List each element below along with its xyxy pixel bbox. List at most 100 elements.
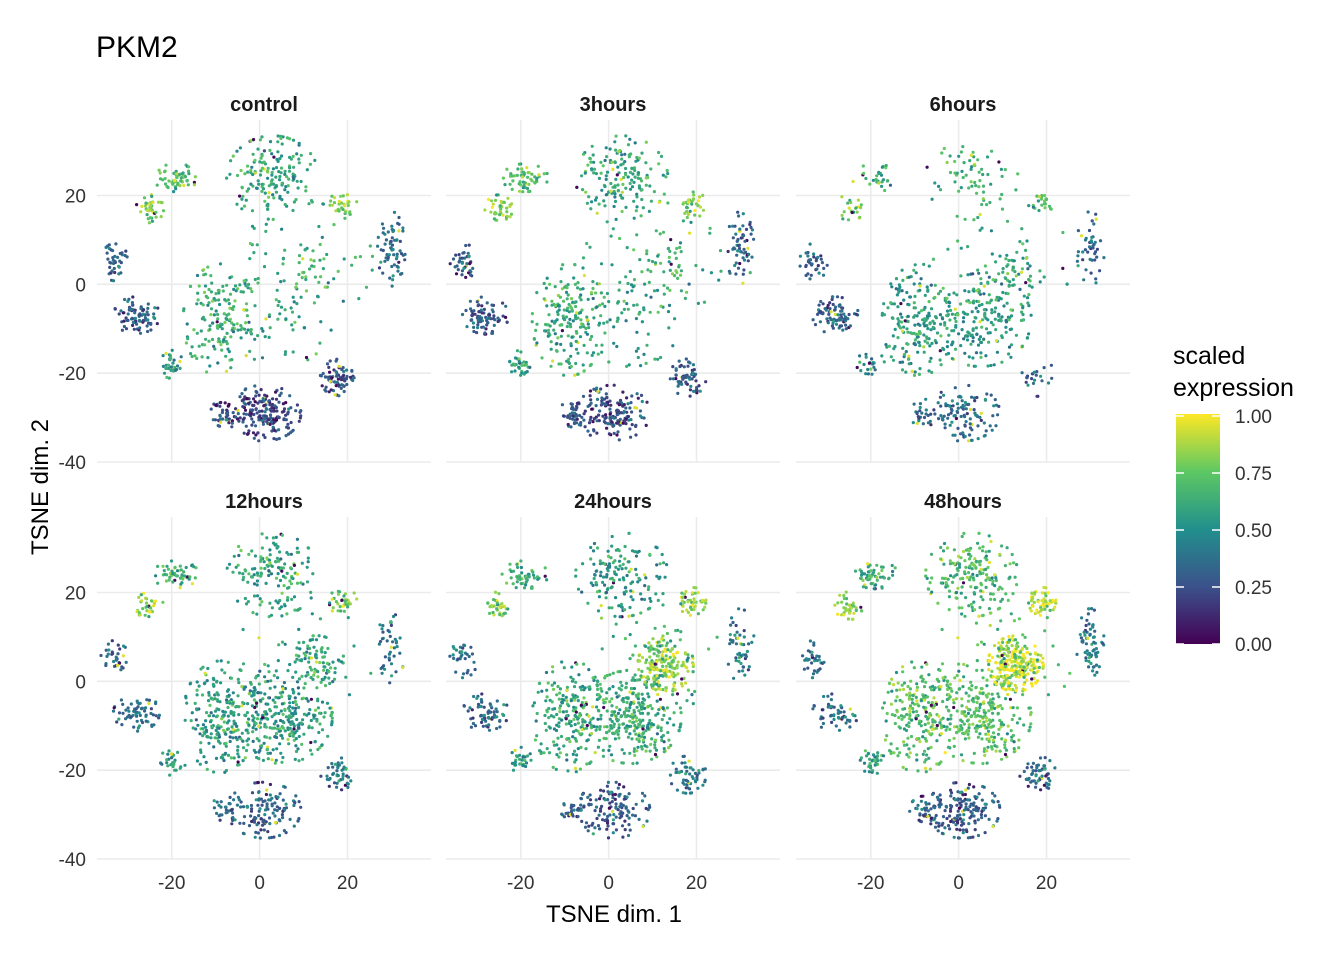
point bbox=[246, 580, 250, 584]
point bbox=[309, 152, 313, 156]
point bbox=[258, 399, 262, 403]
point bbox=[225, 283, 229, 287]
point bbox=[953, 316, 957, 320]
point bbox=[662, 283, 666, 288]
point bbox=[185, 322, 189, 326]
point bbox=[214, 403, 218, 407]
point bbox=[577, 673, 581, 677]
point bbox=[261, 758, 265, 763]
point bbox=[1027, 293, 1031, 297]
point bbox=[588, 389, 593, 393]
point bbox=[602, 420, 606, 424]
point bbox=[942, 393, 946, 397]
point bbox=[982, 308, 986, 312]
point bbox=[580, 308, 584, 312]
point bbox=[222, 728, 226, 732]
point bbox=[146, 208, 150, 213]
point bbox=[225, 566, 229, 570]
point bbox=[202, 682, 207, 686]
point bbox=[579, 318, 583, 322]
point bbox=[602, 402, 606, 406]
point bbox=[284, 418, 288, 422]
point bbox=[527, 574, 531, 578]
point bbox=[253, 424, 258, 428]
facet-strip-label: 24hours bbox=[574, 491, 652, 513]
point bbox=[355, 597, 359, 601]
point bbox=[245, 805, 249, 809]
point bbox=[574, 329, 579, 334]
point bbox=[277, 559, 281, 563]
point bbox=[558, 691, 562, 695]
point bbox=[519, 582, 523, 586]
point bbox=[117, 312, 121, 316]
point bbox=[336, 589, 340, 594]
point bbox=[247, 320, 251, 324]
point bbox=[185, 575, 190, 579]
point bbox=[218, 302, 222, 307]
point bbox=[259, 828, 263, 832]
point bbox=[274, 599, 278, 603]
point bbox=[333, 666, 337, 670]
point bbox=[693, 213, 697, 217]
point bbox=[912, 402, 916, 406]
point bbox=[696, 199, 701, 203]
point bbox=[269, 182, 273, 186]
point bbox=[255, 186, 259, 190]
point bbox=[227, 417, 231, 421]
point bbox=[277, 711, 281, 716]
point bbox=[315, 656, 319, 660]
point bbox=[746, 259, 750, 263]
point bbox=[215, 800, 219, 804]
point bbox=[167, 179, 171, 183]
point bbox=[317, 224, 321, 229]
point bbox=[392, 263, 396, 267]
point bbox=[718, 249, 723, 253]
point bbox=[969, 342, 973, 346]
point bbox=[604, 193, 609, 197]
point bbox=[669, 238, 673, 242]
point bbox=[735, 253, 739, 257]
point bbox=[971, 336, 975, 340]
point bbox=[742, 258, 747, 262]
point bbox=[335, 781, 339, 785]
point bbox=[925, 285, 929, 289]
point bbox=[300, 674, 304, 679]
point bbox=[320, 650, 324, 654]
point bbox=[334, 209, 338, 213]
point bbox=[534, 719, 538, 723]
point bbox=[1020, 310, 1024, 314]
point bbox=[631, 285, 635, 289]
point bbox=[257, 724, 261, 728]
point bbox=[490, 303, 494, 307]
point bbox=[273, 821, 278, 825]
point bbox=[341, 299, 345, 303]
point bbox=[284, 413, 288, 417]
point bbox=[472, 660, 476, 664]
point bbox=[220, 717, 224, 721]
point bbox=[609, 586, 613, 590]
point bbox=[292, 300, 296, 304]
point bbox=[279, 691, 283, 695]
point bbox=[111, 279, 116, 283]
point bbox=[612, 325, 616, 329]
point bbox=[320, 646, 324, 650]
point bbox=[280, 591, 284, 595]
point bbox=[828, 316, 832, 320]
point bbox=[593, 198, 598, 202]
point bbox=[584, 726, 589, 730]
point bbox=[492, 217, 496, 221]
point bbox=[912, 268, 916, 272]
point bbox=[980, 325, 984, 329]
point bbox=[155, 183, 159, 187]
point bbox=[912, 282, 916, 286]
point bbox=[542, 172, 546, 176]
point bbox=[623, 557, 627, 561]
point bbox=[521, 190, 525, 194]
point bbox=[226, 688, 231, 692]
point bbox=[640, 320, 645, 324]
point bbox=[1014, 188, 1018, 192]
point bbox=[701, 208, 706, 212]
point bbox=[982, 337, 986, 341]
point bbox=[126, 715, 130, 719]
point bbox=[737, 214, 741, 218]
